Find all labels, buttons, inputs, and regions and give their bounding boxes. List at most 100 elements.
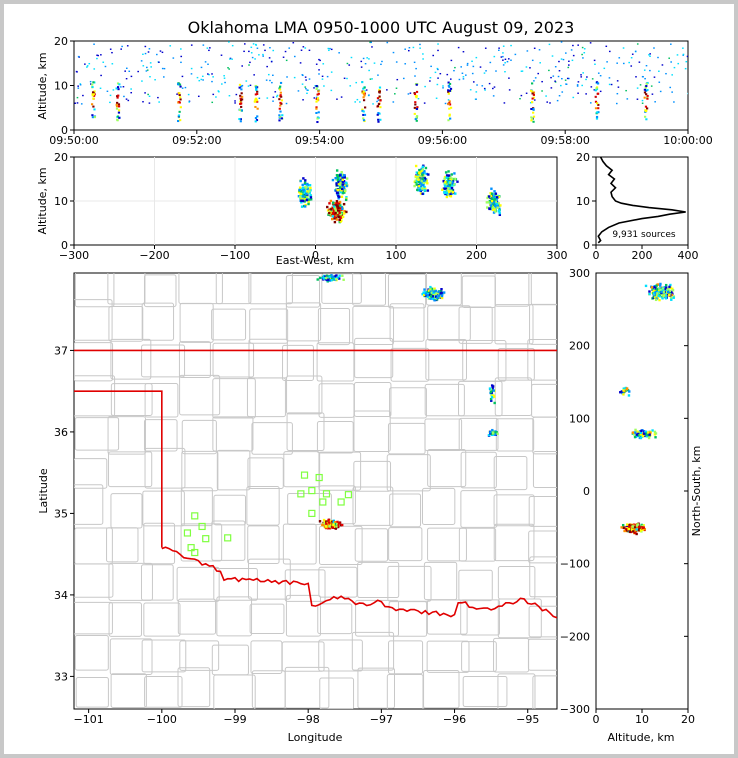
source-point <box>318 276 322 280</box>
source-point <box>331 201 335 204</box>
source-point <box>577 44 579 46</box>
source-point <box>495 196 499 199</box>
source-point <box>644 105 648 108</box>
source-point <box>407 93 410 95</box>
county-boundary <box>110 673 147 708</box>
source-point <box>338 52 340 54</box>
source-point <box>91 116 94 119</box>
source-point <box>274 91 277 93</box>
source-point <box>116 101 119 104</box>
x-tick-label: 10:00:00 <box>663 134 712 147</box>
lma-figure: Oklahoma LMA 0950-1000 UTC August 09, 20… <box>36 18 713 744</box>
source-point <box>654 291 657 294</box>
source-point <box>341 191 345 195</box>
source-point <box>519 97 521 100</box>
source-point <box>449 178 452 182</box>
source-point <box>318 73 320 75</box>
source-point <box>548 69 550 72</box>
source-point <box>479 66 482 68</box>
source-point <box>404 63 407 65</box>
county-boundary <box>248 338 288 379</box>
source-point <box>254 58 256 60</box>
source-point <box>341 183 345 186</box>
source-point <box>158 61 160 63</box>
source-point <box>494 210 497 213</box>
lma-station <box>187 544 195 552</box>
county-boundary <box>427 448 467 488</box>
source-point <box>550 76 552 79</box>
source-point <box>493 208 496 211</box>
y-tick-label: 0 <box>61 124 68 137</box>
source-point <box>556 99 559 102</box>
source-point <box>340 523 344 527</box>
source-point <box>331 215 335 218</box>
source-point <box>654 436 657 439</box>
source-point <box>635 528 638 531</box>
source-point <box>633 528 636 531</box>
source-point <box>332 521 335 524</box>
source-point <box>239 120 242 123</box>
source-point <box>321 75 324 78</box>
source-point <box>644 284 648 288</box>
source-point <box>437 68 439 71</box>
source-point <box>423 172 426 175</box>
source-point <box>286 76 288 78</box>
source-point <box>635 76 637 78</box>
source-point <box>317 92 320 95</box>
lma-station <box>315 473 323 482</box>
source-point <box>335 182 338 185</box>
source-point <box>239 97 242 100</box>
source-point <box>423 177 427 180</box>
source-point <box>670 43 672 45</box>
source-point <box>532 93 535 96</box>
source-point <box>419 187 422 190</box>
y-tick-label: 20 <box>54 35 68 48</box>
source-point <box>422 291 425 294</box>
county-boundary <box>143 602 181 637</box>
source-point <box>419 181 422 185</box>
source-point <box>581 46 584 49</box>
source-point <box>378 89 381 92</box>
source-point <box>355 81 358 84</box>
source-point <box>379 99 382 102</box>
source-point <box>417 186 420 189</box>
source-point <box>308 189 311 192</box>
county-boundary <box>251 422 293 455</box>
county-boundary <box>497 673 536 709</box>
state-border-red-river <box>161 546 557 619</box>
source-point <box>424 292 428 295</box>
source-point <box>446 180 449 184</box>
source-point <box>661 297 664 300</box>
source-point <box>643 527 647 531</box>
source-point <box>447 174 451 177</box>
source-point <box>362 90 365 93</box>
source-point <box>451 180 455 183</box>
source-point <box>451 182 454 186</box>
lma-station <box>308 486 316 495</box>
source-point <box>339 523 343 527</box>
source-point <box>595 102 599 105</box>
county-boundary <box>216 449 251 491</box>
source-point <box>346 77 348 80</box>
source-point <box>279 101 282 104</box>
source-point <box>558 95 561 97</box>
source-point <box>639 431 643 435</box>
source-point <box>669 296 673 299</box>
source-point <box>432 293 435 297</box>
source-point <box>422 179 426 182</box>
source-point <box>326 75 329 78</box>
source-point <box>429 297 433 300</box>
source-point <box>442 291 446 294</box>
source-point <box>338 186 342 189</box>
source-point <box>608 77 611 79</box>
source-point <box>321 78 324 80</box>
source-point <box>442 187 446 190</box>
source-point <box>673 101 675 103</box>
source-point <box>117 103 121 106</box>
source-point <box>96 54 98 56</box>
source-point <box>643 88 646 91</box>
source-point <box>254 117 258 120</box>
source-point <box>417 180 421 183</box>
source-point <box>297 90 300 92</box>
source-point <box>662 290 665 294</box>
